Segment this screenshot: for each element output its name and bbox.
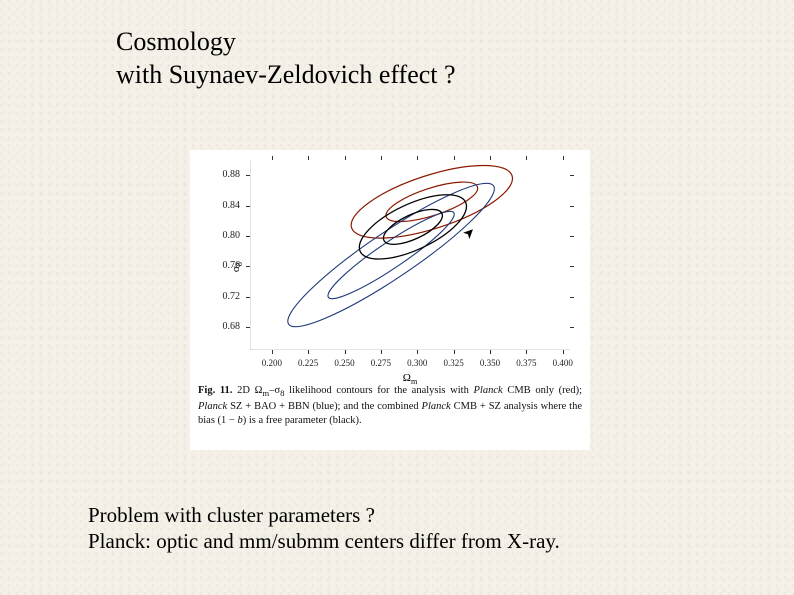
slide-title: Cosmology with Suynaev-Zeldovich effect … bbox=[116, 26, 456, 91]
contour-svg bbox=[250, 160, 570, 350]
y-tick-mark bbox=[246, 175, 250, 176]
y-tick-mark bbox=[570, 297, 574, 298]
x-tick-mark bbox=[381, 350, 382, 354]
x-tick-label: 0.250 bbox=[334, 358, 354, 368]
y-tick-mark bbox=[570, 175, 574, 176]
y-tick-mark bbox=[570, 327, 574, 328]
x-tick-label: 0.200 bbox=[262, 358, 282, 368]
x-tick-label: 0.300 bbox=[407, 358, 427, 368]
x-tick-mark bbox=[526, 350, 527, 354]
y-tick-label: 0.80 bbox=[190, 230, 240, 241]
x-tick-mark bbox=[490, 350, 491, 354]
x-tick-label: 0.275 bbox=[371, 358, 391, 368]
x-tick-mark bbox=[381, 156, 382, 160]
y-tick-mark bbox=[570, 206, 574, 207]
y-tick-label: 0.72 bbox=[190, 291, 240, 302]
x-tick-mark bbox=[563, 156, 564, 160]
contour-sz-inner bbox=[321, 202, 461, 308]
y-tick-label: 0.88 bbox=[190, 169, 240, 180]
y-tick-mark bbox=[570, 236, 574, 237]
y-tick-label: 0.68 bbox=[190, 321, 240, 332]
x-tick-mark bbox=[454, 156, 455, 160]
x-tick-mark bbox=[526, 156, 527, 160]
x-tick-mark bbox=[417, 156, 418, 160]
x-tick-label: 0.375 bbox=[516, 358, 536, 368]
x-tick-mark bbox=[345, 156, 346, 160]
y-tick-mark bbox=[246, 266, 250, 267]
y-tick-mark bbox=[246, 206, 250, 207]
figure-caption: Fig. 11. 2D Ωm–σ8 likelihood contours fo… bbox=[198, 384, 582, 428]
y-tick-mark bbox=[570, 266, 574, 267]
slide-footer-text: Problem with cluster parameters ? Planck… bbox=[88, 502, 560, 555]
x-tick-mark bbox=[563, 350, 564, 354]
x-tick-label: 0.325 bbox=[444, 358, 464, 368]
footer-line-2: Planck: optic and mm/submm centers diffe… bbox=[88, 529, 560, 553]
y-tick-mark bbox=[246, 297, 250, 298]
figure-number: Fig. 11. bbox=[198, 385, 232, 396]
x-tick-mark bbox=[308, 156, 309, 160]
x-tick-mark bbox=[454, 350, 455, 354]
contour-sz-outer bbox=[276, 167, 506, 343]
x-tick-mark bbox=[345, 350, 346, 354]
title-line-1: Cosmology bbox=[116, 27, 236, 56]
figure-panel: σ8 Ωm ➤ 0.680.720.760.800.840.880.2000.2… bbox=[190, 150, 590, 450]
footer-line-1: Problem with cluster parameters ? bbox=[88, 503, 375, 527]
x-tick-mark bbox=[308, 350, 309, 354]
x-tick-label: 0.400 bbox=[553, 358, 573, 368]
y-tick-mark bbox=[246, 327, 250, 328]
x-tick-label: 0.350 bbox=[480, 358, 500, 368]
x-tick-mark bbox=[490, 156, 491, 160]
chart-plot-area: σ8 Ωm ➤ 0.680.720.760.800.840.880.2000.2… bbox=[250, 160, 570, 350]
x-tick-mark bbox=[272, 156, 273, 160]
x-tick-label: 0.225 bbox=[298, 358, 318, 368]
y-tick-label: 0.76 bbox=[190, 260, 240, 271]
x-tick-mark bbox=[272, 350, 273, 354]
x-tick-mark bbox=[417, 350, 418, 354]
contour-cmb-outer bbox=[343, 150, 520, 253]
y-tick-mark bbox=[246, 236, 250, 237]
title-line-2: with Suynaev-Zeldovich effect ? bbox=[116, 60, 456, 89]
y-tick-label: 0.84 bbox=[190, 200, 240, 211]
